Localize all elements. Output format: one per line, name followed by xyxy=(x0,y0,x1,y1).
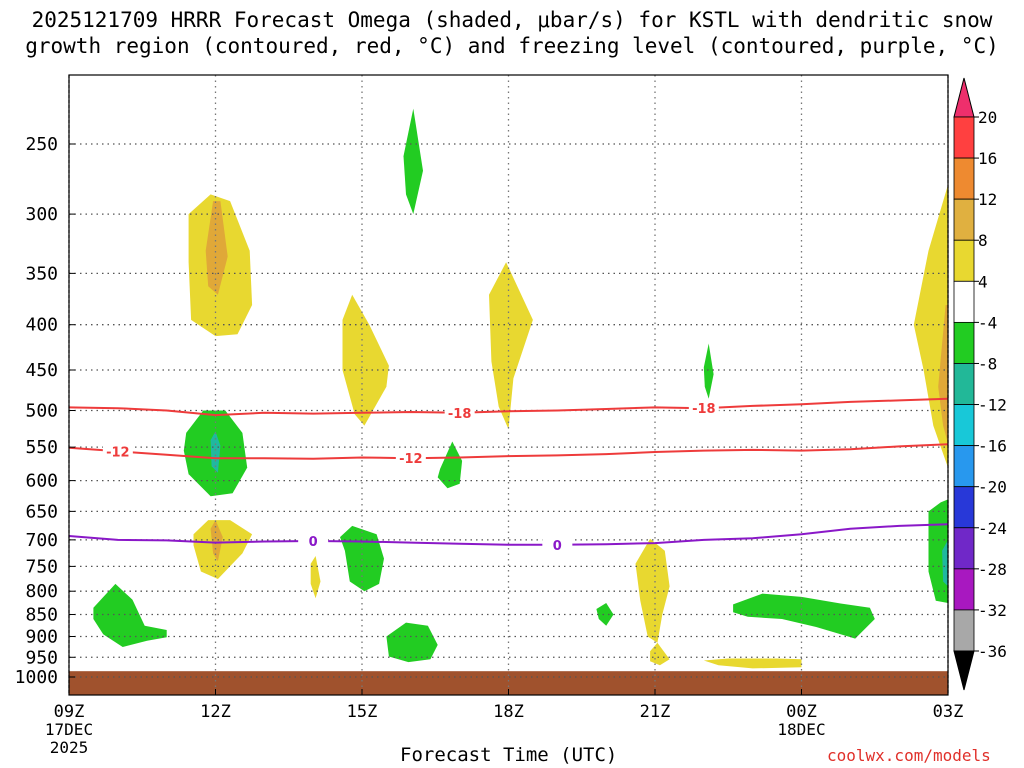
colorbar-swatch xyxy=(953,486,975,529)
x-tick-label: 15Z xyxy=(347,702,378,722)
y-tick-label: 750 xyxy=(25,556,58,577)
colorbar-swatch xyxy=(953,321,975,364)
omega-region-pos-4-d xyxy=(193,520,253,579)
omega-region-pos-4-i xyxy=(913,184,948,468)
colorbar-top-arrow xyxy=(953,77,975,118)
y-tick-label: 850 xyxy=(25,605,58,626)
x-tick-label: 18Z xyxy=(493,702,524,722)
omega-region-pos-8-b xyxy=(210,520,223,562)
colorbar-swatch xyxy=(953,568,975,611)
colorbar-label: -12 xyxy=(978,396,1007,415)
y-tick-label: 700 xyxy=(25,530,58,551)
colorbar-label: 16 xyxy=(978,149,997,168)
y-tick-label: 800 xyxy=(25,581,58,602)
contour-label-bg xyxy=(688,400,719,416)
contour-label: -18 xyxy=(448,407,472,422)
colorbar-swatch xyxy=(953,157,975,200)
omega-region-pos-4-h xyxy=(703,658,802,669)
y-tick-label: 650 xyxy=(25,501,58,522)
colorbar-label: -28 xyxy=(978,560,1007,579)
contour-freezing-level xyxy=(68,523,949,546)
colorbar-swatch xyxy=(953,280,975,323)
omega-region-neg-4-g xyxy=(386,622,438,663)
colorbar-label: 12 xyxy=(978,190,997,209)
colorbar-swatch xyxy=(953,609,975,652)
omega-region-neg-4-h xyxy=(596,603,614,626)
omega-region-pos-4-b xyxy=(342,294,389,426)
ground-below-surface xyxy=(69,671,948,695)
omega-region-pos-4-e xyxy=(310,556,321,599)
contour-label: -12 xyxy=(106,445,130,460)
x-tick-date: 18DEC xyxy=(777,720,825,739)
y-tick-label: 1000 xyxy=(15,667,58,688)
colorbar-bottom-arrow xyxy=(953,650,975,691)
colorbar-label: -24 xyxy=(978,519,1007,538)
x-tick-year: 2025 xyxy=(50,738,89,757)
colorbar-label: 8 xyxy=(978,231,988,250)
y-tick-label: 550 xyxy=(25,437,58,458)
omega-region-pos-8-a xyxy=(205,201,228,295)
omega-region-neg-4-b xyxy=(403,108,423,215)
y-tick-label: 450 xyxy=(25,360,58,381)
colorbar-label: -20 xyxy=(978,478,1007,497)
contour-label: 0 xyxy=(309,535,318,550)
contour-label: -18 xyxy=(692,402,716,417)
colorbar-swatch xyxy=(953,363,975,405)
omega-region-neg-4-d xyxy=(703,343,714,399)
contour-label-bg xyxy=(444,404,475,420)
chart-title-line-1: 2025121709 HRRR Forecast Omega (shaded, … xyxy=(31,8,993,32)
y-tick-label: 900 xyxy=(25,626,58,647)
y-tick-label: 500 xyxy=(25,401,58,422)
colorbar-label: -4 xyxy=(978,313,997,332)
contour-dgz-lower xyxy=(68,443,949,460)
omega-region-neg-4-i xyxy=(733,593,875,639)
colorbar-label: -8 xyxy=(978,354,997,373)
omega-region-neg-8-a xyxy=(210,431,221,473)
y-tick-label: 250 xyxy=(25,134,58,155)
colorbar-label: -16 xyxy=(978,437,1007,456)
contour-label-bg xyxy=(102,443,133,459)
omega-region-pos-8-c xyxy=(938,305,948,444)
colorbar-swatch xyxy=(953,445,975,488)
omega-region-neg-4-c xyxy=(437,441,463,489)
x-tick-label: 12Z xyxy=(200,702,231,722)
chart-title-line-2: growth region (contoured, red, °C) and f… xyxy=(25,34,999,58)
omega-region-pos-4-g xyxy=(650,642,670,666)
contour-label: 0 xyxy=(553,539,562,554)
colorbar-swatch xyxy=(953,239,975,282)
contour-label-bg xyxy=(395,450,426,466)
colorbar-label: 4 xyxy=(978,272,988,291)
y-tick-label: 600 xyxy=(25,471,58,492)
omega-region-neg-8-b xyxy=(942,539,948,587)
colorbar-label: -36 xyxy=(978,642,1007,661)
colorbar-label: -32 xyxy=(978,601,1007,620)
x-tick-label: 00Z xyxy=(786,702,817,722)
omega-region-pos-4-c xyxy=(489,262,533,430)
contour-label-bg xyxy=(298,532,329,548)
colorbar-label: 20 xyxy=(978,108,997,127)
colorbar-swatch xyxy=(953,404,975,447)
colorbar-swatch xyxy=(953,198,975,241)
colorbar-swatch xyxy=(953,116,975,159)
source-credit: coolwx.com/models xyxy=(827,746,991,765)
y-tick-label: 300 xyxy=(25,204,58,225)
contour-label: -12 xyxy=(399,452,423,467)
omega-region-neg-4-f xyxy=(93,583,167,647)
x-tick-label: 09Z xyxy=(54,702,85,722)
colorbar-swatch xyxy=(953,527,975,570)
contour-label-bg xyxy=(542,536,573,552)
x-axis-title: Forecast Time (UTC) xyxy=(400,744,618,766)
x-tick-label: 21Z xyxy=(640,702,671,722)
y-tick-label: 950 xyxy=(25,647,58,668)
x-tick-label: 03Z xyxy=(933,702,964,722)
contour-dgz-upper xyxy=(68,397,949,417)
y-tick-label: 350 xyxy=(25,263,58,284)
y-tick-label: 400 xyxy=(25,315,58,336)
x-tick-date: 17DEC xyxy=(45,720,93,739)
